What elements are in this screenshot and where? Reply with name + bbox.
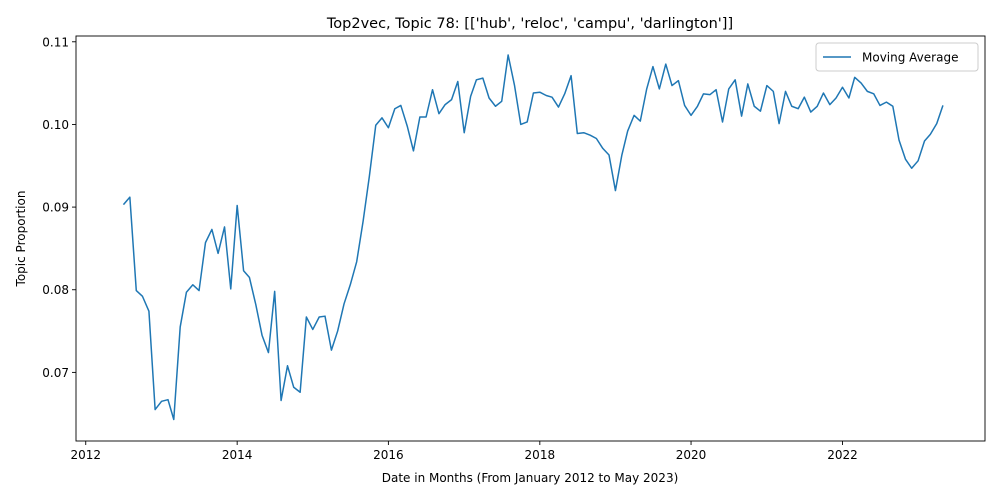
legend-box [815,42,979,72]
x-tick-label: 2016 [373,448,404,462]
series-line-moving-average [122,54,944,421]
y-tick-label: 0.11 [42,35,69,49]
axes-frame [75,35,986,442]
x-axis-label: Date in Months (From January 2012 to May… [382,471,679,485]
plot-area [122,54,944,421]
legend: Moving Average [815,42,979,72]
x-axis: 2012 2014 2016 2018 2020 2022 [70,441,858,462]
y-axis: 0.07 0.08 0.09 0.10 0.11 [42,35,76,380]
chart-title: Top2vec, Topic 78: [['hub', 'reloc', 'ca… [326,16,733,32]
x-tick-label: 2018 [525,448,556,462]
y-tick-label: 0.10 [42,118,69,132]
x-tick-label: 2012 [70,448,101,462]
y-tick-label: 0.08 [42,283,69,297]
y-tick-label: 0.07 [42,366,69,380]
x-tick-label: 2020 [676,448,707,462]
x-tick-label: 2022 [827,448,858,462]
legend-label: Moving Average [862,51,958,65]
x-tick-label: 2014 [222,448,253,462]
y-tick-label: 0.09 [42,201,69,215]
y-axis-label: Topic Proportion [14,191,28,288]
